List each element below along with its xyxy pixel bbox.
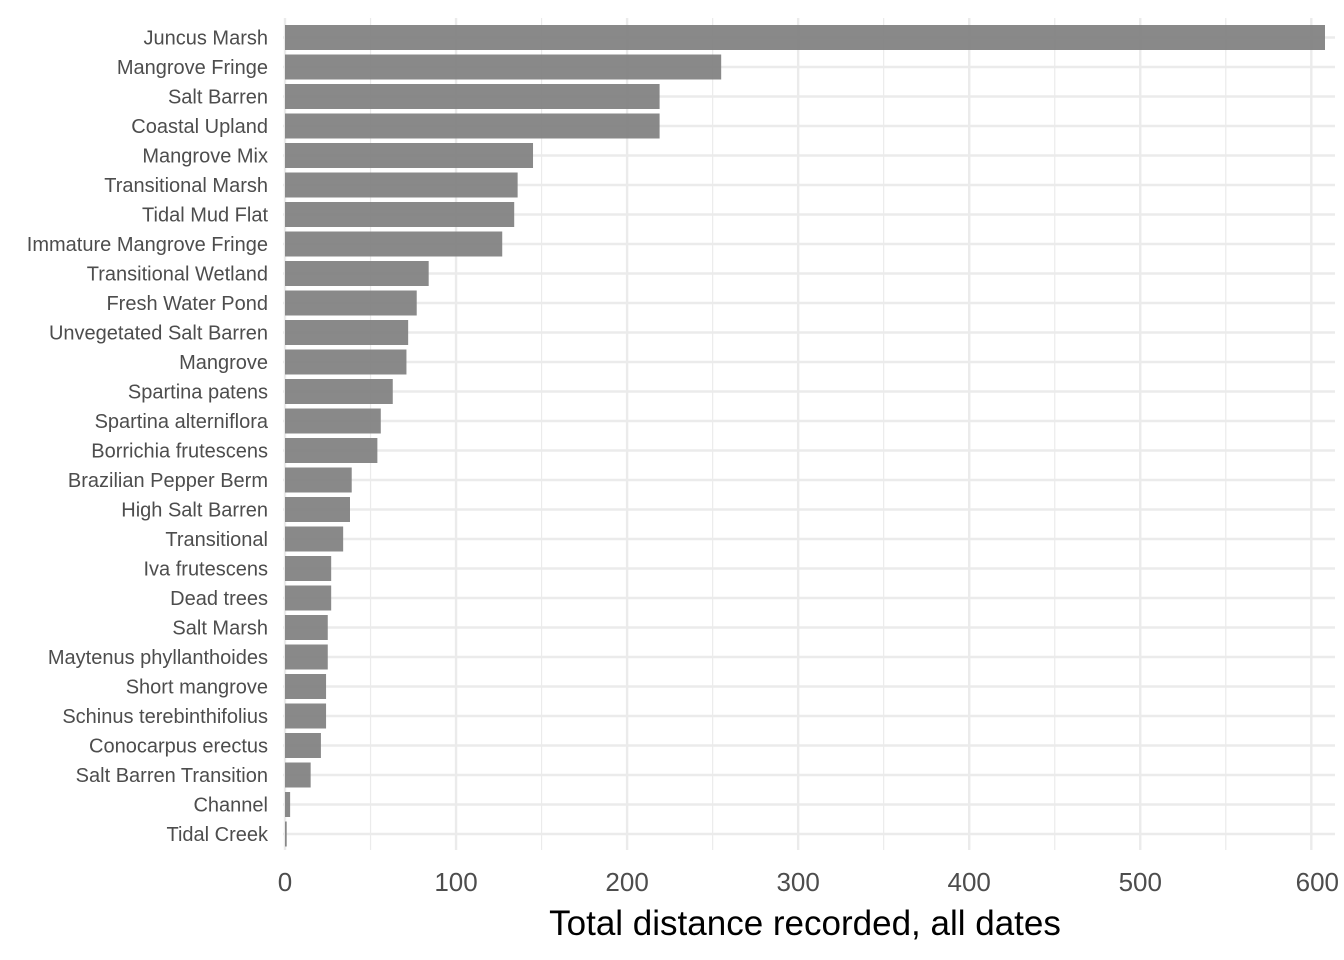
bar — [285, 821, 287, 847]
bar — [285, 320, 409, 345]
bar — [285, 290, 417, 316]
bar — [285, 526, 344, 552]
category-label: Fresh Water Pond — [106, 293, 268, 315]
x-tick-label: 600 — [1296, 867, 1339, 897]
category-label: Dead trees — [170, 588, 268, 610]
bar — [285, 84, 660, 109]
bar — [285, 202, 515, 227]
category-label: Immature Mangrove Fringe — [27, 234, 268, 256]
category-label: Unvegetated Salt Barren — [49, 323, 268, 345]
category-label: Maytenus phyllanthoides — [48, 647, 268, 669]
bar — [285, 25, 1325, 50]
x-tick-label: 500 — [1119, 867, 1162, 897]
category-label: Transitional Marsh — [104, 175, 268, 197]
bar — [285, 762, 311, 788]
x-tick-label: 400 — [948, 867, 991, 897]
category-label: Channel — [193, 795, 268, 817]
category-label: Mangrove Mix — [142, 146, 268, 168]
category-label: High Salt Barren — [121, 500, 268, 522]
bar — [285, 438, 378, 463]
bar — [285, 674, 327, 699]
bar — [285, 703, 327, 729]
category-label: Transitional Wetland — [87, 264, 268, 286]
bar — [285, 172, 518, 198]
category-label: Spartina patens — [128, 382, 268, 404]
bar — [285, 261, 429, 286]
category-label: Short mangrove — [126, 677, 268, 699]
bars-layer — [285, 25, 1325, 847]
bar — [285, 585, 332, 611]
bar — [285, 379, 393, 404]
category-label: Juncus Marsh — [144, 28, 269, 50]
category-label: Brazilian Pepper Berm — [68, 470, 268, 492]
x-tick-label: 0 — [278, 867, 292, 897]
category-label: Spartina alterniflora — [95, 411, 269, 433]
category-label: Borrichia frutescens — [91, 441, 268, 463]
bar — [285, 792, 291, 817]
category-label: Tidal Mud Flat — [142, 205, 268, 227]
bar — [285, 556, 332, 581]
bar — [285, 54, 722, 80]
category-label: Coastal Upland — [131, 116, 268, 138]
bar — [285, 467, 352, 493]
category-label: Transitional — [165, 529, 268, 551]
category-label: Salt Marsh — [172, 618, 268, 640]
bar — [285, 733, 321, 758]
bar — [285, 231, 503, 257]
category-label: Salt Barren — [168, 87, 268, 109]
category-label: Salt Barren Transition — [76, 765, 268, 787]
category-labels: Juncus Marsh Mangrove Fringe Salt Barren Co… — [27, 28, 269, 847]
bar — [285, 143, 534, 168]
x-tick-label: 300 — [776, 867, 819, 897]
bar — [285, 644, 328, 670]
bar — [285, 113, 660, 139]
x-tick-label: 100 — [434, 867, 477, 897]
grid-layer — [283, 18, 1335, 850]
category-label: Iva frutescens — [143, 559, 268, 581]
category-label: Tidal Creek — [166, 824, 269, 846]
bar — [285, 497, 350, 522]
bar — [285, 349, 407, 375]
x-tick-label: 200 — [605, 867, 648, 897]
bar — [285, 615, 328, 640]
category-label: Mangrove — [179, 352, 268, 374]
x-tick-labels: 0 100 200 300 400 500 600 — [278, 867, 1339, 897]
category-label: Schinus terebinthifolius — [62, 706, 268, 728]
category-label: Mangrove Fringe — [117, 57, 268, 79]
category-label: Conocarpus erectus — [89, 736, 268, 758]
x-axis-title: Total distance recorded, all dates — [549, 904, 1061, 943]
bar — [285, 408, 381, 434]
